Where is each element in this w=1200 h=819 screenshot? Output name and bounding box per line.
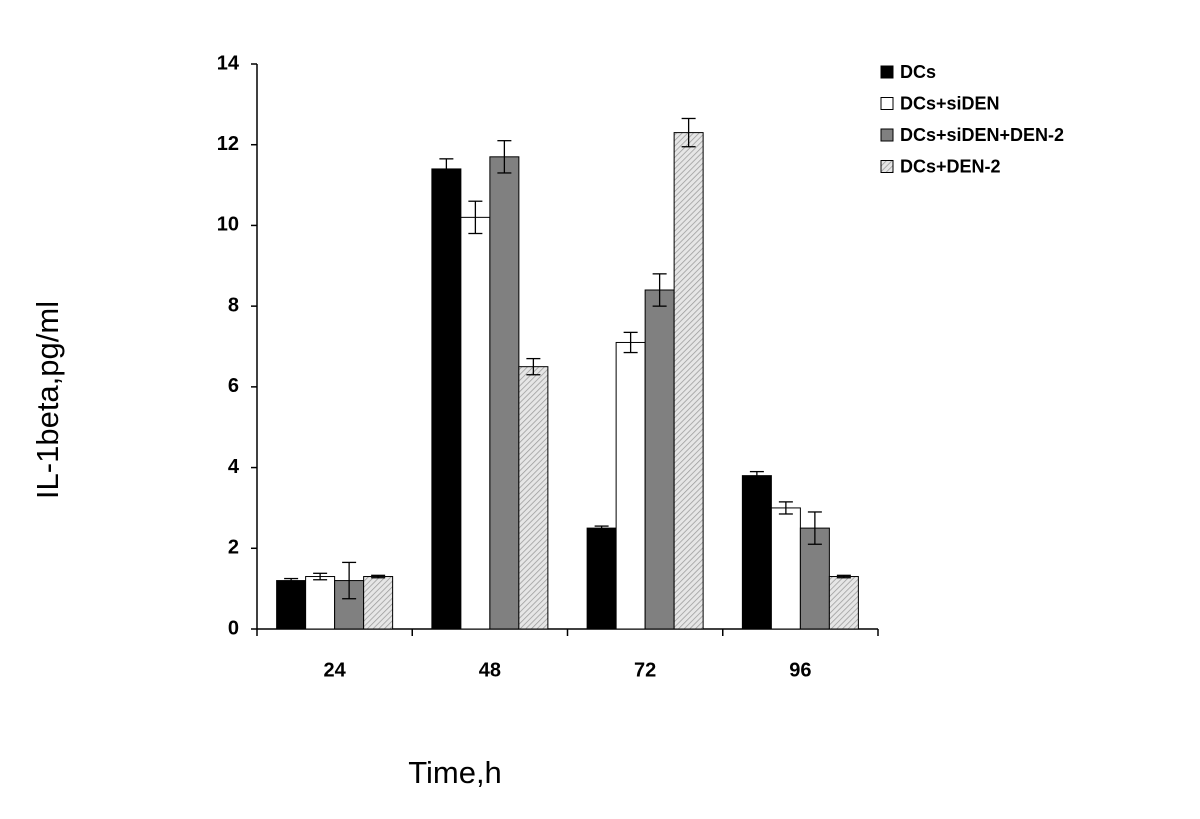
bar [673,132,704,630]
bar [489,156,520,630]
y-tick-label: 10 [217,214,239,236]
error-bar [652,273,667,307]
error-bar [526,357,541,376]
y-tick-label: 8 [228,294,239,316]
y-tick-label: 14 [217,52,240,74]
y-tick-label: 4 [228,456,240,478]
bar [363,576,394,630]
bar [644,289,675,630]
bar [276,580,307,630]
x-tick-label: 48 [479,659,501,681]
legend-label: DCs+siDEN+DEN-2 [900,125,1064,145]
x-tick-label: 72 [634,659,656,681]
y-tick-label: 2 [228,537,239,559]
bar [518,366,549,630]
bar [615,341,646,630]
bar [770,507,801,630]
legend-label: DCs [900,62,936,82]
legend-label: DCs+DEN-2 [900,156,1001,176]
bar [431,168,462,630]
error-bar [284,577,299,584]
bar [828,576,859,630]
error-bar [497,140,512,174]
error-bar [836,574,851,579]
error-bar [313,572,328,581]
error-bar [749,470,764,481]
y-tick-label: 12 [217,133,239,155]
error-bar [594,525,609,531]
x-tick-label: 24 [324,659,347,681]
legend-swatch [880,97,894,110]
error-bar [468,200,483,235]
y-axis-title: IL-1beta,pg/ml [30,301,65,499]
error-bar [439,158,454,180]
x-axis-title: Time,h [408,755,502,790]
legend-swatch [880,65,894,79]
error-bar [371,574,386,579]
legend-swatch [880,160,894,173]
bar [741,475,772,630]
y-tick-label: 6 [228,375,239,397]
legend-swatch [880,128,894,142]
error-bar [778,501,793,515]
error-bar [623,331,638,354]
bar [305,576,336,630]
error-bar [681,117,696,148]
y-tick-label: 0 [228,617,239,639]
error-bar [342,561,357,600]
bar [586,527,617,630]
bar [460,216,491,630]
legend-label: DCs+siDEN [900,93,1000,113]
x-tick-label: 96 [789,659,811,681]
error-bar [807,511,822,545]
